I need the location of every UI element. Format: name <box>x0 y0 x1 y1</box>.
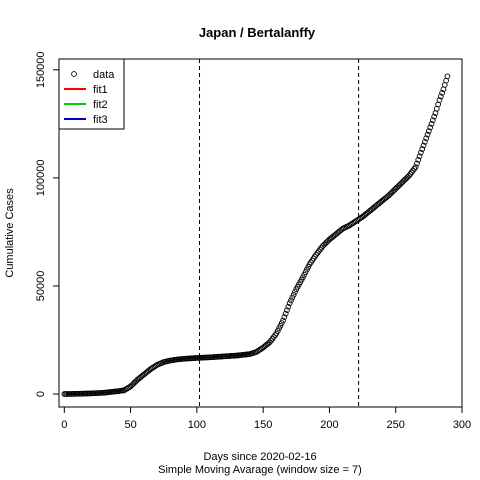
data-point <box>437 93 444 100</box>
data-point <box>426 128 432 134</box>
y-axis: 0 50000 100000 150000 <box>35 51 60 397</box>
y-tick-label: 50000 <box>35 271 47 302</box>
data-point <box>416 153 423 160</box>
data-point <box>420 142 427 149</box>
data-point <box>412 164 419 170</box>
data-point <box>408 169 415 176</box>
data-point <box>431 113 438 120</box>
data-point <box>444 73 451 80</box>
data-point <box>313 251 320 258</box>
data-point <box>406 172 412 179</box>
data-point <box>429 117 436 124</box>
data-point <box>439 90 445 96</box>
x-tick-label: 100 <box>188 419 206 431</box>
legend-label: data <box>93 69 115 81</box>
data-point <box>428 120 435 127</box>
data-point <box>415 157 422 163</box>
data-point <box>285 303 292 310</box>
data-point <box>281 314 288 320</box>
data-point <box>272 332 278 339</box>
x-axis-label: Days since 2020-02-16 <box>203 451 316 463</box>
y-tick-label: 100000 <box>35 160 47 197</box>
data-point <box>427 124 434 131</box>
data-point <box>423 135 430 142</box>
y-axis-label: Cumulative Cases <box>4 188 16 278</box>
data-point <box>290 291 297 298</box>
y-tick-label: 150000 <box>35 51 47 88</box>
chart-title: Japan / Bertalanffy <box>199 25 316 40</box>
data-point <box>280 317 286 324</box>
legend: data fit1 fit2 fit3 <box>58 58 125 130</box>
x-tick-label: 300 <box>453 419 471 431</box>
data-point <box>269 335 276 342</box>
x-tick-label: 150 <box>254 419 272 431</box>
x-tick-label: 50 <box>124 419 136 431</box>
data-point <box>424 131 431 138</box>
x-tick-label: 200 <box>320 419 338 431</box>
data-point <box>314 250 321 256</box>
data-point <box>282 310 289 317</box>
data-point <box>268 337 274 344</box>
plot-content <box>61 59 451 407</box>
data-point <box>411 165 418 172</box>
data-point <box>315 248 322 255</box>
data-point <box>414 160 420 167</box>
data-point <box>288 297 294 304</box>
legend-box <box>58 58 125 130</box>
data-point <box>266 339 273 346</box>
data-point <box>419 146 426 152</box>
data-point <box>292 289 298 295</box>
x-axis-sublabel: Simple Moving Avarage (window size = 7) <box>158 464 362 476</box>
data-point <box>436 97 443 103</box>
data-point <box>410 167 416 174</box>
y-tick-label: 0 <box>35 391 47 397</box>
data-point <box>289 294 296 301</box>
data-point <box>270 334 277 340</box>
legend-label: fit1 <box>93 84 108 96</box>
data-point <box>284 307 290 314</box>
x-tick-label: 0 <box>61 419 67 431</box>
legend-label: fit3 <box>93 114 108 126</box>
legend-label: fit2 <box>93 99 108 111</box>
data-point <box>418 149 424 156</box>
legend-point-symbol <box>71 71 77 77</box>
x-tick-label: 250 <box>387 419 405 431</box>
data-point <box>422 139 428 145</box>
data-point <box>286 300 293 307</box>
data-point <box>317 246 324 253</box>
data-point <box>407 171 414 177</box>
x-axis: 0 50 100 150 200 250 300 <box>61 406 471 431</box>
